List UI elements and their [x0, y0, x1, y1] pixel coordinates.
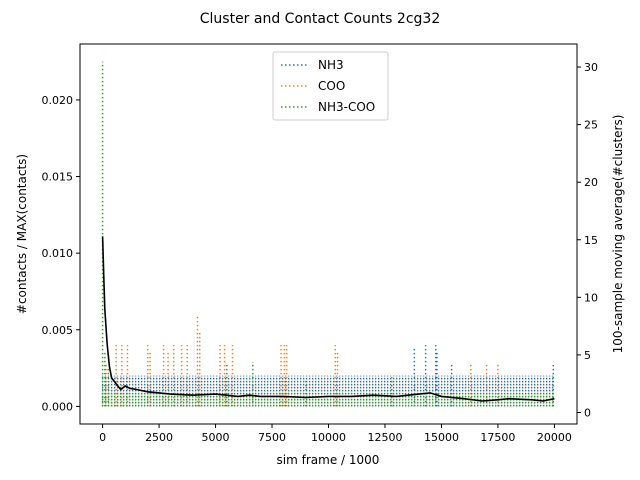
y2-tick-label: 20: [584, 176, 598, 189]
y-axis-label-left: #contacts / MAX(contacts): [15, 154, 29, 314]
y-tick-label: 0.020: [42, 94, 74, 107]
x-tick-label: 17500: [480, 431, 515, 444]
legend: NH3 COO NH3-COO: [272, 51, 389, 121]
x-tick-label: 12500: [367, 431, 402, 444]
y2-tick-label: 0: [584, 406, 591, 419]
y-tick-label: 0.005: [42, 324, 74, 337]
y-axis-left: 0.000 0.005 0.010 0.015 0.020: [42, 94, 80, 413]
y2-tick-label: 5: [584, 349, 591, 362]
x-tick-label: 15000: [424, 431, 459, 444]
y-tick-label: 0.015: [42, 171, 74, 184]
moving-average-line: [101, 236, 555, 402]
y-axis-right: 0 5 10 15 20 25 30: [577, 61, 598, 419]
legend-label-nh3-coo: NH3-COO: [318, 100, 375, 114]
legend-label-nh3: NH3: [318, 58, 344, 72]
legend-label-coo: COO: [318, 79, 345, 93]
y2-tick-label: 30: [584, 61, 598, 74]
x-axis-label: sim frame / 1000: [277, 453, 380, 467]
y2-tick-label: 25: [584, 119, 598, 132]
x-tick-label: 5000: [202, 431, 230, 444]
x-tick-label: 10000: [311, 431, 346, 444]
series-nh3: [101, 345, 555, 407]
y2-tick-label: 10: [584, 291, 598, 304]
x-tick-label: 0: [99, 431, 106, 444]
series-band: [101, 391, 554, 407]
x-tick-label: 2500: [145, 431, 173, 444]
plot-series-layer: [101, 61, 555, 407]
x-axis: 0 2500 5000 7500 10000 12500 15000 17500 20000: [99, 424, 572, 444]
series-band: [101, 375, 554, 407]
chart-title: Cluster and Contact Counts 2cg32: [200, 11, 440, 27]
x-tick-label: 20000: [537, 431, 572, 444]
y-tick-label: 0.010: [42, 247, 74, 260]
series-nh3-coo: [101, 61, 554, 407]
legend-box: [272, 51, 389, 121]
x-tick-label: 7500: [258, 431, 286, 444]
y2-tick-label: 15: [584, 234, 598, 247]
y-tick-label: 0.000: [42, 400, 74, 413]
y-axis-label-right: 100-sample moving average(#clusters): [611, 115, 625, 354]
